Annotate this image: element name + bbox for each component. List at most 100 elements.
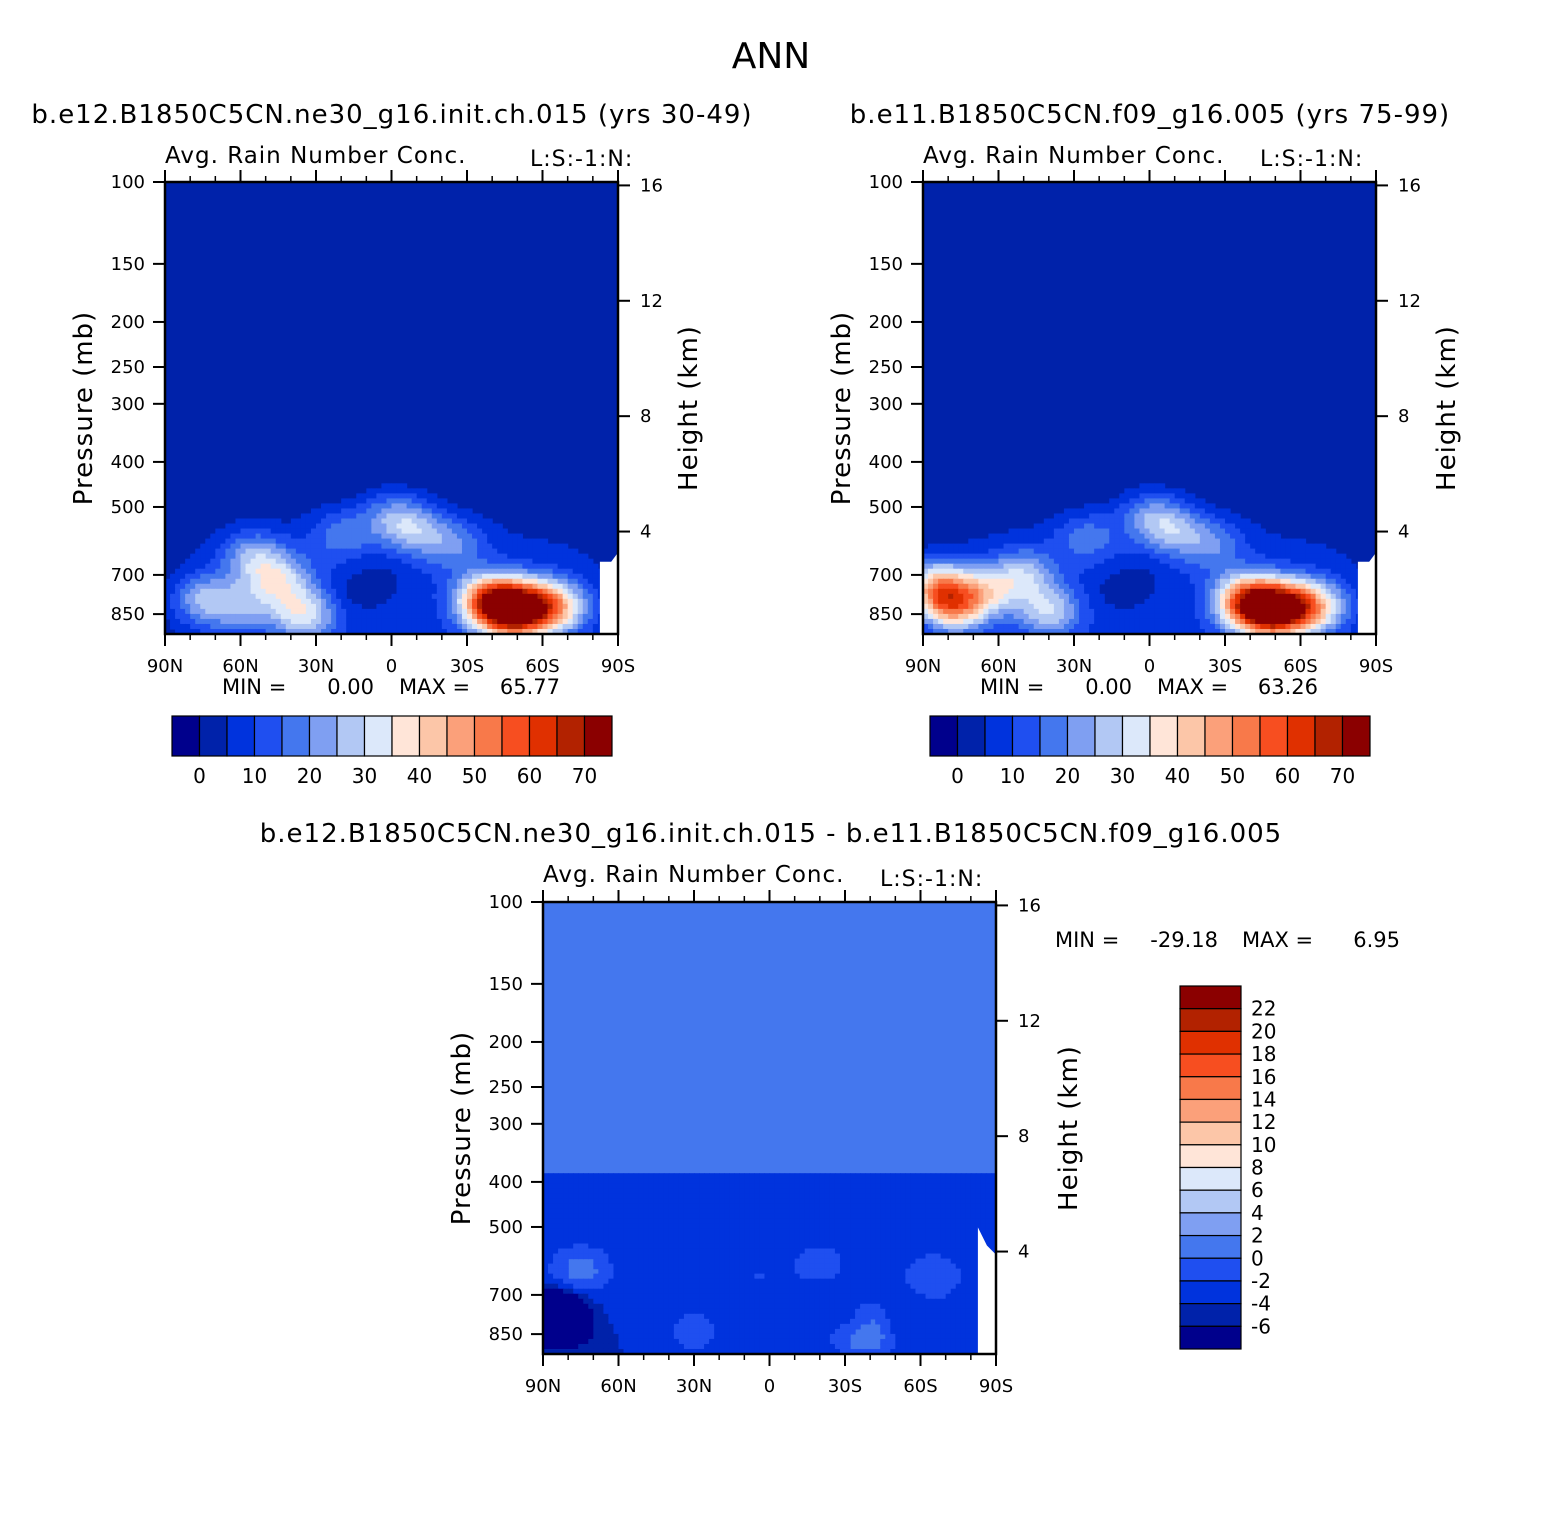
field-cell [1340,583,1347,590]
field-cell [968,543,974,550]
field-cell [1063,573,1070,580]
field-cell [960,1203,967,1209]
field-cell [1290,618,1297,625]
field-cell [724,1173,730,1179]
field-cell [673,1198,680,1204]
field-cell [557,588,564,595]
field-cell [255,623,262,630]
field-cell [1079,603,1085,610]
field-cell [1179,543,1186,550]
field-cell [1184,583,1191,590]
field-cell [1013,548,1020,555]
field-cell [1325,583,1332,590]
field-cell [1119,533,1125,540]
field-cell [970,1173,977,1179]
field-cell [240,578,247,585]
field-cell [477,513,483,520]
field-cell [900,1188,906,1194]
field-cell [1290,548,1297,555]
field-cell [542,568,549,575]
field-cell [1295,583,1302,590]
field-cell [1209,543,1216,550]
field-cell [225,523,232,530]
field-cell [1058,588,1065,595]
field-cell [870,1208,876,1214]
field-cell [502,603,508,610]
field-cell [1169,593,1176,600]
field-cell [1144,503,1151,510]
field-cell [975,1198,982,1204]
field-cell [578,1213,584,1219]
field-cell [1134,538,1141,545]
field-cell [1038,628,1045,635]
field-cell [983,553,990,560]
field-cell [714,1223,720,1230]
field-cell [1048,518,1055,525]
field-cell [709,1183,715,1189]
field-cell [341,563,347,570]
colorbar-box [446,715,476,757]
field-cell [714,1198,720,1204]
field-cell [336,623,342,630]
field-cell [552,603,559,610]
field-cell [1124,488,1130,494]
field-cell [960,1188,967,1194]
field-cell [1003,548,1010,555]
y-right-tick-label: 12 [1398,291,1421,312]
field-cell [361,508,367,515]
field-cell [1184,523,1191,530]
field-cell [205,553,211,560]
field-cell [376,608,383,615]
field-cell [1018,623,1025,630]
field-cell [406,628,413,635]
field-cell [958,598,964,605]
field-cell [1219,533,1226,540]
field-cell [1063,603,1070,610]
field-cell [779,1208,786,1214]
field-cell [658,1198,665,1204]
field-cell [285,578,292,585]
field-cell [1124,498,1130,505]
field-cell [1023,593,1030,600]
field-cell [628,1193,635,1199]
field-cell [1038,568,1045,575]
field-cell [441,573,448,580]
field-cell [1058,553,1065,560]
field-cell [993,598,1000,605]
field-cell [968,548,974,555]
field-cell [361,608,367,615]
field-cell [215,628,221,635]
field-cell [441,528,448,535]
field-cell [618,1208,625,1214]
field-cell [472,593,478,600]
field-cell [1179,518,1186,525]
field-cell [210,628,216,635]
field-cell [1154,563,1161,570]
field-cell [558,1208,564,1214]
field-cell [968,588,974,595]
field-cell [1219,528,1226,535]
field-cell [1204,613,1211,620]
field-cell [265,628,272,635]
field-cell [1214,533,1221,540]
field-cell [938,548,944,555]
field-cell [1325,568,1332,575]
field-cell [945,1188,952,1194]
field-cell [1109,548,1115,555]
field-cell [572,618,579,625]
field-cell [1275,538,1281,545]
surface-mask [599,552,618,634]
field-cell [1038,583,1045,590]
field-cell [1250,608,1256,615]
field-cell [426,608,433,615]
field-cell [948,548,954,555]
field-cell [1084,543,1090,550]
field-cell [875,1218,881,1225]
field-cell [1189,508,1196,515]
field-cell [1174,528,1181,535]
field-cell [356,618,362,625]
field-cell [928,593,934,600]
field-cell [1003,588,1010,595]
field-cell [985,1193,992,1199]
field-cell [955,1183,962,1189]
